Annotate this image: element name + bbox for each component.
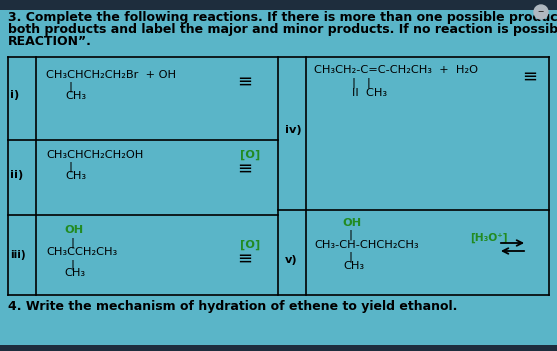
Text: CH₃-CH-CHCH₂CH₃: CH₃-CH-CHCH₂CH₃ bbox=[314, 240, 419, 250]
Text: ii): ii) bbox=[10, 170, 23, 180]
Text: |: | bbox=[349, 252, 353, 263]
Text: CH₃CHCH₂CH₂Br  + OH: CH₃CHCH₂CH₂Br + OH bbox=[46, 70, 176, 80]
Text: |: | bbox=[70, 259, 74, 270]
Text: ≡: ≡ bbox=[237, 73, 252, 91]
Text: [O]: [O] bbox=[240, 240, 260, 250]
Text: II  CH₃: II CH₃ bbox=[352, 88, 387, 98]
Text: CH₃: CH₃ bbox=[64, 268, 85, 278]
Text: v): v) bbox=[285, 255, 297, 265]
Text: |   |: | | bbox=[352, 77, 371, 87]
Text: [H₃O⁺]: [H₃O⁺] bbox=[470, 233, 507, 243]
FancyBboxPatch shape bbox=[0, 0, 557, 10]
Text: i): i) bbox=[10, 90, 19, 100]
Text: |: | bbox=[68, 82, 72, 93]
Circle shape bbox=[534, 5, 548, 19]
Text: [O]: [O] bbox=[240, 150, 260, 160]
Text: CH₃CCH₂CH₃: CH₃CCH₂CH₃ bbox=[46, 247, 118, 257]
Text: iv): iv) bbox=[285, 125, 302, 135]
Text: CH₃CH₂-C=C-CH₂CH₃  +  H₂O: CH₃CH₂-C=C-CH₂CH₃ + H₂O bbox=[314, 65, 478, 75]
Text: |: | bbox=[349, 230, 353, 240]
Text: both products and label the major and minor products. If no reaction is possible: both products and label the major and mi… bbox=[8, 23, 557, 36]
Text: |: | bbox=[70, 237, 74, 247]
Text: ≡: ≡ bbox=[522, 68, 538, 86]
Text: CH₃: CH₃ bbox=[343, 261, 364, 271]
Text: ≡: ≡ bbox=[237, 250, 252, 268]
Text: OH: OH bbox=[342, 218, 361, 228]
Text: OH: OH bbox=[64, 225, 83, 235]
FancyBboxPatch shape bbox=[0, 345, 557, 351]
Text: |: | bbox=[68, 162, 72, 172]
Text: CH₃CHCH₂CH₂OH: CH₃CHCH₂CH₂OH bbox=[46, 150, 143, 160]
Text: ≡: ≡ bbox=[237, 160, 252, 178]
Text: CH₃: CH₃ bbox=[65, 171, 86, 181]
Text: 3. Complete the following reactions. If there is more than one possible product,: 3. Complete the following reactions. If … bbox=[8, 11, 557, 24]
Text: iii): iii) bbox=[10, 250, 26, 260]
Text: –: – bbox=[538, 6, 544, 19]
Text: 4. Write the mechanism of hydration of ethene to yield ethanol.: 4. Write the mechanism of hydration of e… bbox=[8, 300, 457, 313]
Text: REACTION”.: REACTION”. bbox=[8, 35, 92, 48]
Text: CH₃: CH₃ bbox=[65, 91, 86, 101]
